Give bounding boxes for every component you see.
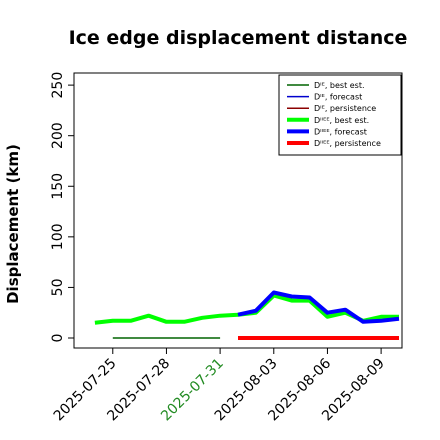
y-tick-label-2: 100 bbox=[50, 223, 66, 250]
y-axis-label: Displacement (km) bbox=[4, 144, 22, 304]
y-tick-label-1: 50 bbox=[50, 279, 66, 297]
legend-label-4: Dᴵᴵᴱᴱ, forecast bbox=[314, 127, 367, 136]
y-tick-label-3: 150 bbox=[50, 173, 66, 200]
legend: Dᴵᴱ, best est. Dᴵᴱ, forecast Dᴵᴱ, persiste… bbox=[278, 74, 402, 156]
y-tick-label-4: 200 bbox=[50, 122, 66, 149]
plot-frame bbox=[73, 72, 403, 349]
series-layer bbox=[94, 290, 400, 340]
legend-label-2: Dᴵᴱ, persistence bbox=[314, 104, 376, 113]
series-line-3 bbox=[94, 293, 399, 325]
legend-label-3: Dᴵᴵᴱᴱ, best est. bbox=[314, 116, 369, 125]
legend-label-5: Dᴵᴵᴱᴱ, persistence bbox=[314, 139, 381, 148]
chart-title: Ice edge displacement distance bbox=[69, 27, 408, 49]
y-tick-label-0: 0 bbox=[50, 334, 66, 343]
y-tick-label-5: 250 bbox=[50, 72, 66, 99]
legend-label-1: Dᴵᴱ, forecast bbox=[314, 93, 362, 102]
legend-label-0: Dᴵᴱ, best est. bbox=[314, 81, 365, 90]
series-line-4 bbox=[237, 290, 400, 324]
